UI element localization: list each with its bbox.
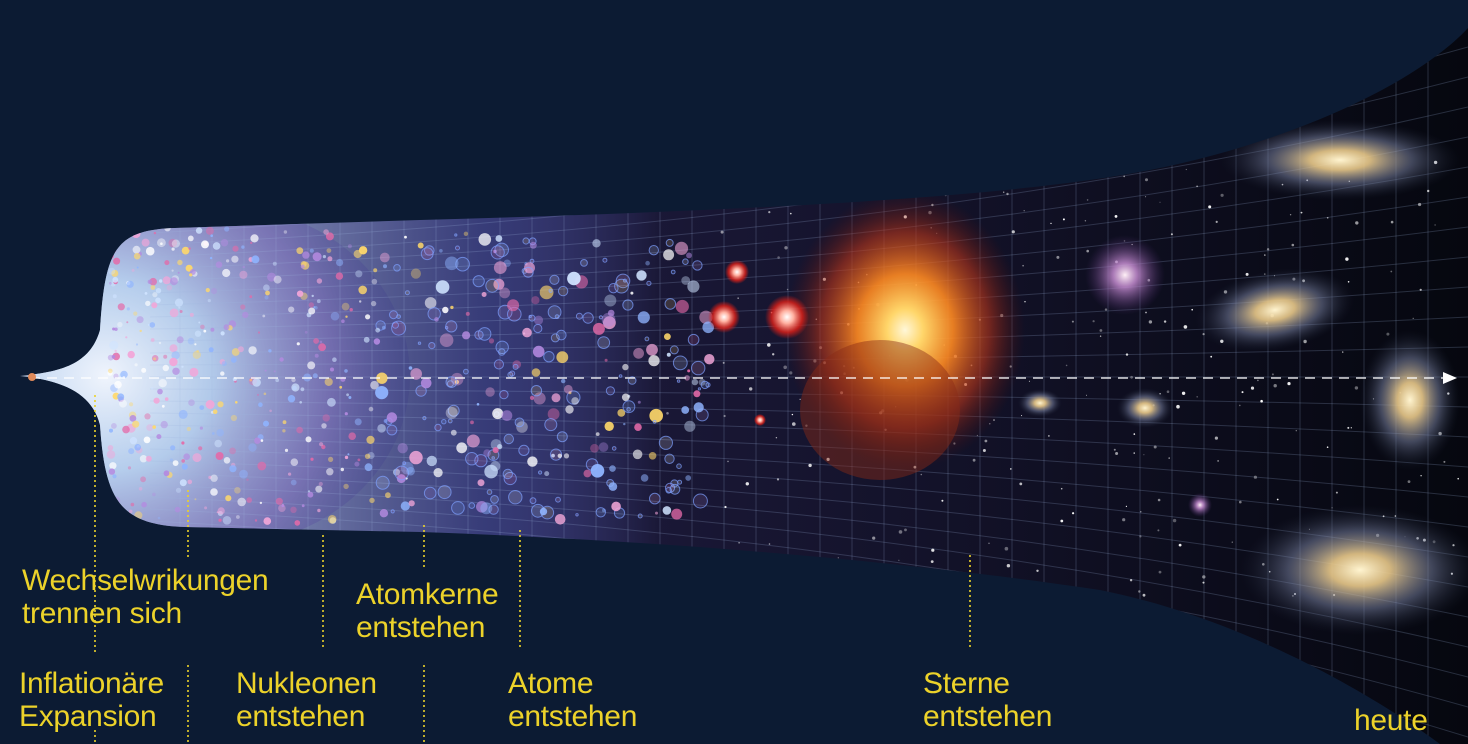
label-nuclei-line2: entstehen xyxy=(356,611,486,644)
label-atoms: Atome entstehen xyxy=(508,667,637,733)
label-nucleons-line1: Nukleonen xyxy=(236,667,377,700)
label-inflation-line2: Expansion xyxy=(19,700,157,733)
label-interactions: Wechselwrikungen trennen sich xyxy=(22,564,269,630)
big-bang-origin xyxy=(28,373,36,381)
label-nuclei-line1: Atomkerne xyxy=(356,578,499,611)
galaxy-top xyxy=(1220,120,1460,200)
label-stars: Sterne entstehen xyxy=(923,667,1052,733)
label-interactions-line1: Wechselwrikungen xyxy=(22,564,269,597)
galaxy-spiral-middle xyxy=(1195,268,1355,352)
galaxy-right-edge xyxy=(1360,330,1460,470)
galaxy-purple xyxy=(1085,235,1165,315)
galaxy-bottom xyxy=(1240,505,1468,635)
label-atoms-line1: Atome xyxy=(508,667,594,700)
label-stars-line1: Sterne xyxy=(923,667,1010,700)
label-inflation-line1: Inflationäre xyxy=(19,667,164,700)
timeline-arrow xyxy=(30,372,1457,384)
galaxy-small-1 xyxy=(1018,389,1062,417)
star-formation-cloud xyxy=(785,190,1025,470)
label-nucleons-line2: entstehen xyxy=(236,700,366,733)
label-inflation: Inflationäre Expansion xyxy=(19,667,164,733)
label-interactions-line2: trennen sich xyxy=(22,597,182,630)
red-star-2 xyxy=(765,295,809,339)
label-nuclei: Atomkerne entstehen xyxy=(356,578,499,644)
galaxy-small-2 xyxy=(1117,388,1173,428)
label-nucleons: Nukleonen entstehen xyxy=(236,667,377,733)
label-atoms-line2: entstehen xyxy=(508,700,638,733)
label-today: heute xyxy=(1354,704,1428,737)
white-star xyxy=(725,260,749,284)
label-today-text: heute xyxy=(1354,704,1428,737)
red-star-1 xyxy=(708,301,740,333)
label-stars-line2: entstehen xyxy=(923,700,1053,733)
